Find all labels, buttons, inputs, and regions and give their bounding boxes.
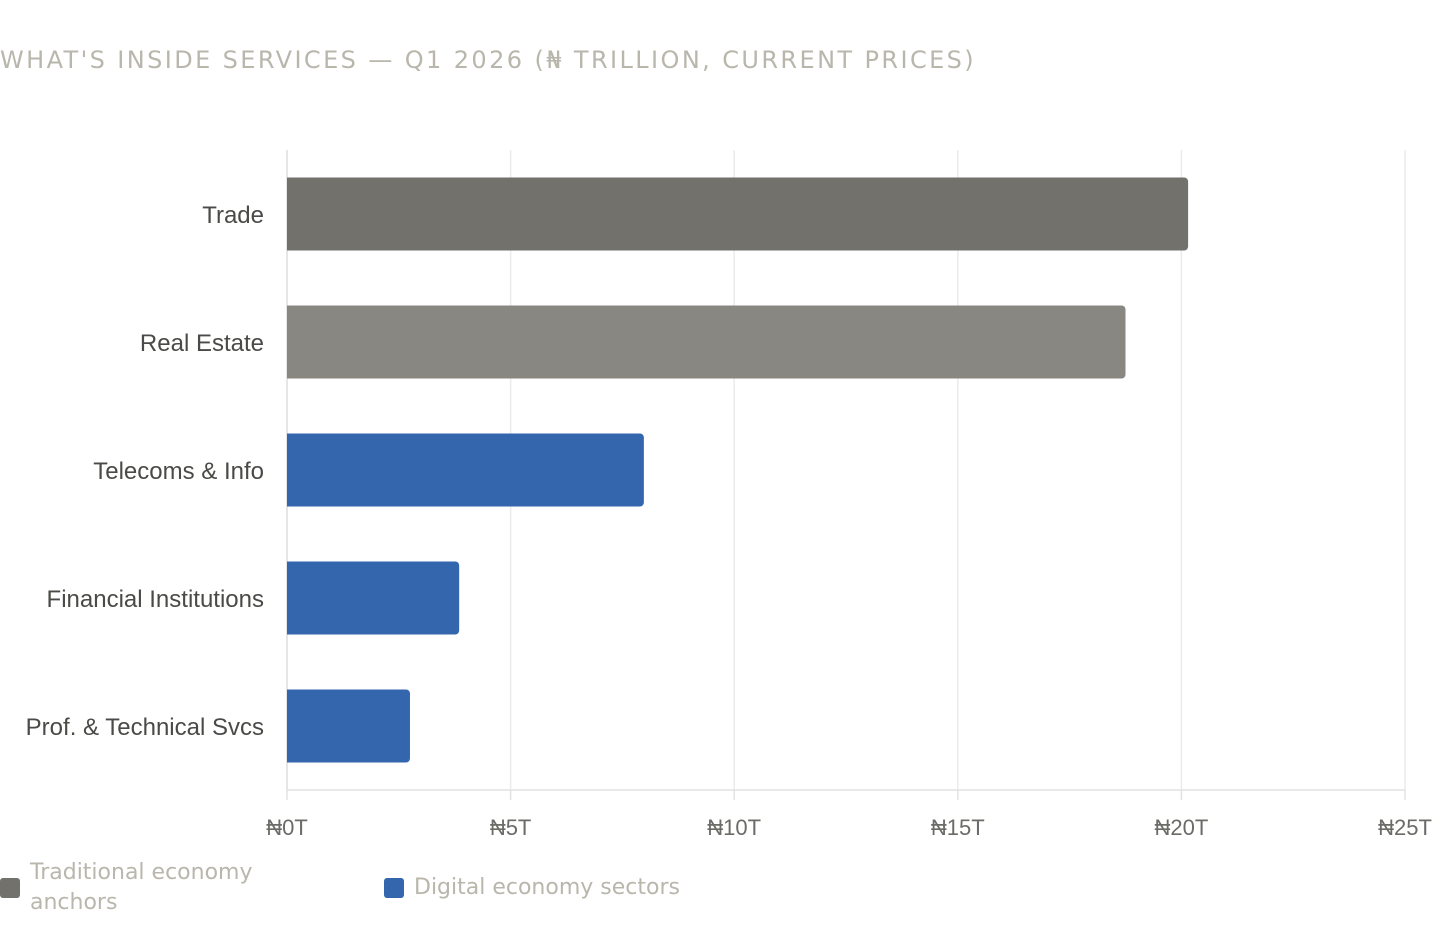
x-tick-label-0: ₦0T	[266, 815, 308, 840]
category-label-3: Financial Institutions	[47, 586, 264, 613]
bar-2[interactable]	[287, 433, 644, 507]
bar-1[interactable]	[287, 305, 1126, 379]
bar-base-4	[287, 689, 293, 763]
chart-legend: Traditional economy anchors Digital econ…	[0, 856, 1440, 926]
category-label-1: Real Estate	[140, 330, 264, 357]
bar-0[interactable]	[287, 177, 1189, 251]
x-tick-label-5: ₦25T	[1378, 815, 1432, 840]
x-tick-label-4: ₦20T	[1155, 815, 1209, 840]
legend-item-digital[interactable]: Digital economy sectors	[384, 873, 680, 903]
legend-label-traditional: Traditional economy anchors	[30, 860, 253, 915]
bar-base-0	[287, 177, 293, 251]
x-tick-label-3: ₦15T	[931, 815, 985, 840]
bar-base-1	[287, 305, 293, 379]
bar-4[interactable]	[287, 689, 410, 763]
bar-chart: ₦0T ₦5T ₦10T ₦15T ₦20T ₦25T Trade Real Estate Te…	[26, 150, 1432, 840]
chart-title: WHAT'S INSIDE SERVICES — Q1 2026 (₦ TRIL…	[0, 46, 977, 74]
legend-swatch-digital	[384, 878, 404, 898]
x-tick-label-1: ₦5T	[490, 815, 532, 840]
category-label-2: Telecoms & Info	[93, 458, 264, 485]
bar-base-2	[287, 433, 293, 507]
category-label-4: Prof. & Technical Svcs	[26, 714, 264, 741]
bar-base-3	[287, 561, 293, 635]
legend-label-digital: Digital economy sectors	[414, 875, 680, 900]
bar-3[interactable]	[287, 561, 460, 635]
category-label-0: Trade	[202, 202, 264, 229]
x-tick-label-2: ₦10T	[707, 815, 761, 840]
legend-item-traditional[interactable]: Traditional economy anchors	[0, 858, 290, 918]
legend-swatch-traditional	[0, 878, 20, 898]
